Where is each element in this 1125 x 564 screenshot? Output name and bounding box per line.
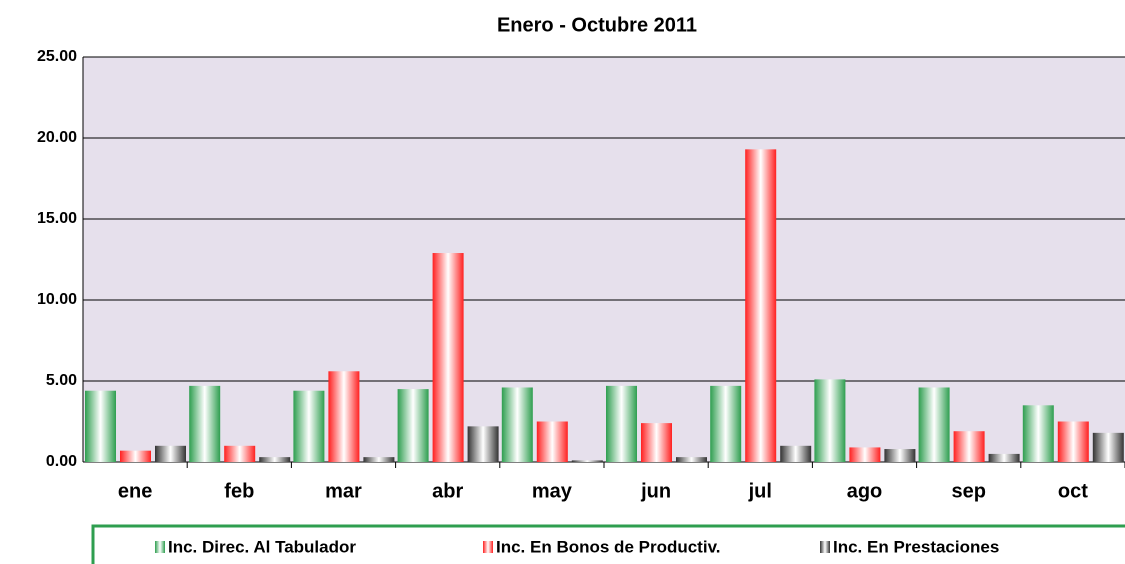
legend-label: Inc. En Bonos de Productiv. xyxy=(496,537,721,556)
legend-swatch xyxy=(483,541,493,553)
legend-swatch xyxy=(820,541,830,553)
legend-label: Inc. En Prestaciones xyxy=(833,537,999,556)
bar xyxy=(501,387,533,462)
y-tick-label: 20.00 xyxy=(37,129,77,146)
bar xyxy=(1092,432,1124,462)
bar xyxy=(745,149,777,462)
bar xyxy=(676,457,707,462)
bar xyxy=(397,389,429,462)
bar xyxy=(85,390,116,462)
y-tick-label: 25.00 xyxy=(37,48,77,65)
bar xyxy=(814,379,846,462)
x-tick-label: oct xyxy=(1058,480,1088,502)
bar xyxy=(1057,421,1089,462)
y-tick-label: 0.00 xyxy=(46,453,77,470)
bar xyxy=(710,385,742,462)
x-tick-label: sep xyxy=(951,480,985,502)
bar xyxy=(884,449,916,462)
legend-swatch xyxy=(155,541,165,553)
x-tick-label: ene xyxy=(118,480,152,502)
bar xyxy=(467,426,499,462)
bar xyxy=(189,385,221,462)
y-tick-label: 10.00 xyxy=(37,291,77,308)
bar xyxy=(606,385,637,462)
bar xyxy=(988,453,1020,462)
x-tick-label: jul xyxy=(748,480,772,502)
x-tick-label: mar xyxy=(325,480,362,502)
bar xyxy=(224,445,256,462)
bar xyxy=(918,387,950,462)
x-tick-label: may xyxy=(532,480,573,502)
x-tick-label: ago xyxy=(847,480,883,502)
bar xyxy=(363,457,395,462)
bar xyxy=(328,371,360,462)
y-tick-label: 15.00 xyxy=(37,210,77,227)
bar xyxy=(849,447,881,462)
bar xyxy=(780,445,812,462)
plot-area xyxy=(83,57,1125,462)
x-tick-label: jun xyxy=(640,480,671,502)
y-tick-label: 5.00 xyxy=(46,372,77,389)
bar xyxy=(953,431,985,462)
bar xyxy=(120,450,151,462)
x-tick-label: feb xyxy=(224,480,254,502)
bar xyxy=(536,421,568,462)
bar xyxy=(432,253,464,462)
bar xyxy=(293,390,325,462)
bar xyxy=(155,445,186,462)
bar xyxy=(571,460,603,462)
legend-label: Inc. Direc. Al Tabulador xyxy=(168,537,356,556)
bar xyxy=(641,423,672,462)
bar xyxy=(259,457,291,462)
chart-title: Enero - Octubre 2011 xyxy=(497,14,697,36)
legend-box xyxy=(91,524,1125,564)
x-tick-label: abr xyxy=(432,480,463,502)
bar xyxy=(1022,405,1054,462)
